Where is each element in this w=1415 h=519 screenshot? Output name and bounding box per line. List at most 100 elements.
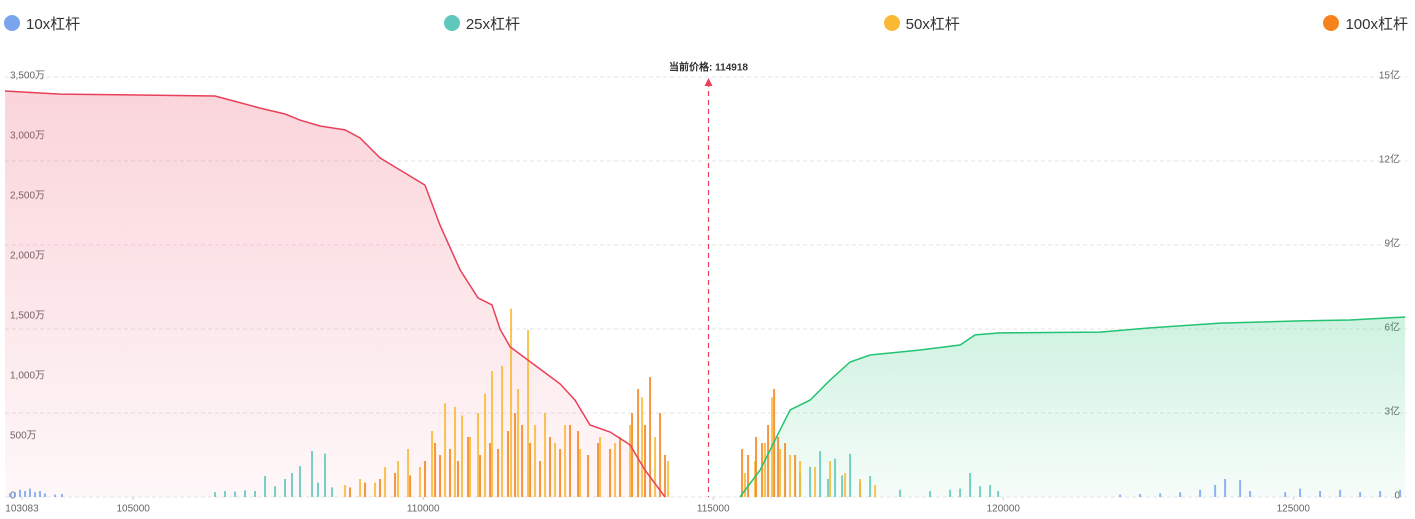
- cumulative-line: [4, 90, 666, 498]
- bar: [424, 461, 427, 497]
- legend-item[interactable]: 25x杠杆: [443, 12, 520, 34]
- bar: [579, 449, 582, 497]
- y2-tick-label: 15亿: [1379, 69, 1400, 82]
- bar: [755, 437, 758, 497]
- bar: [614, 443, 617, 497]
- bar: [641, 397, 644, 497]
- bar: [1359, 492, 1362, 497]
- bar: [407, 449, 410, 497]
- bar: [1139, 494, 1142, 497]
- bar: [667, 461, 670, 497]
- bar: [449, 449, 452, 497]
- bar: [637, 389, 640, 497]
- x-tick-label: 110000: [407, 504, 440, 515]
- bar: [629, 425, 632, 497]
- bar: [507, 431, 510, 497]
- bar: [54, 494, 57, 497]
- bar: [539, 461, 542, 497]
- bar: [1339, 489, 1342, 497]
- bar: [564, 425, 567, 497]
- bar: [359, 479, 362, 497]
- bar: [997, 491, 1000, 497]
- legend-item[interactable]: 10x杠杆: [4, 12, 80, 34]
- bar: [461, 415, 464, 497]
- bar: [649, 377, 652, 497]
- bar: [569, 425, 572, 497]
- legend: 10x杠杆 25x杠杆 50x杠杆 100x杠杆: [4, 12, 1408, 34]
- bar: [331, 487, 334, 497]
- bar: [517, 389, 520, 497]
- bar: [527, 329, 530, 497]
- bar: [384, 467, 387, 497]
- bar: [544, 413, 547, 497]
- bar: [1159, 493, 1162, 497]
- x-tick-label: 125000: [1277, 504, 1311, 515]
- bar: [1214, 485, 1217, 497]
- legend-item[interactable]: 50x杠杆: [883, 12, 960, 34]
- bar: [510, 308, 513, 497]
- legend-marker: [883, 15, 900, 31]
- bar: [747, 455, 750, 497]
- bar: [827, 479, 830, 497]
- bar: [244, 490, 247, 497]
- bar: [374, 482, 377, 497]
- bar: [8, 493, 11, 497]
- cumulative-area: [5, 91, 665, 497]
- y2-tick-label: 9亿: [1384, 237, 1400, 250]
- bar: [764, 443, 767, 497]
- bar: [254, 491, 257, 497]
- bar: [664, 455, 667, 497]
- bar: [744, 473, 747, 497]
- bar: [834, 458, 837, 497]
- legend-marker: [1323, 15, 1340, 31]
- bar: [874, 485, 877, 497]
- x-tick-label: 115000: [697, 504, 730, 515]
- bar: [1224, 479, 1227, 497]
- bar: [344, 485, 347, 497]
- bar: [829, 461, 832, 497]
- bar: [1199, 489, 1202, 497]
- bar: [264, 476, 267, 497]
- bar: [1119, 494, 1122, 497]
- bar: [61, 494, 64, 497]
- legend-item[interactable]: 100x杠杆: [1323, 12, 1408, 34]
- bar: [1319, 491, 1322, 497]
- bar: [741, 449, 744, 497]
- legend-label: 50x杠杆: [905, 15, 960, 33]
- bar: [521, 425, 524, 497]
- bar: [979, 486, 982, 497]
- bar: [761, 443, 764, 497]
- bar: [19, 489, 22, 497]
- bar: [1179, 492, 1182, 497]
- bar: [24, 491, 27, 497]
- bar: [514, 413, 517, 497]
- bar: [534, 425, 537, 497]
- bar: [214, 492, 217, 497]
- legend-marker: [4, 15, 20, 31]
- bar: [777, 437, 780, 497]
- bar: [1399, 489, 1402, 497]
- bar: [619, 437, 622, 497]
- bar: [394, 473, 397, 497]
- bar: [799, 461, 802, 497]
- bar: [224, 491, 227, 497]
- bar: [597, 443, 600, 497]
- bar: [784, 443, 787, 497]
- bar: [929, 491, 932, 497]
- bar: [1284, 492, 1287, 497]
- bar: [431, 431, 434, 497]
- bar: [609, 449, 612, 497]
- cumulative-line: [739, 316, 1406, 498]
- bar: [587, 455, 590, 497]
- y-tick-label: 3,500万: [10, 71, 45, 82]
- bar: [599, 437, 602, 497]
- bar: [1239, 480, 1242, 497]
- bar: [13, 492, 16, 497]
- bar: [439, 455, 442, 497]
- bar: [559, 449, 562, 497]
- legend-label: 10x杠杆: [26, 15, 81, 33]
- bar: [434, 443, 437, 497]
- bar: [444, 403, 447, 497]
- bar: [1379, 491, 1382, 497]
